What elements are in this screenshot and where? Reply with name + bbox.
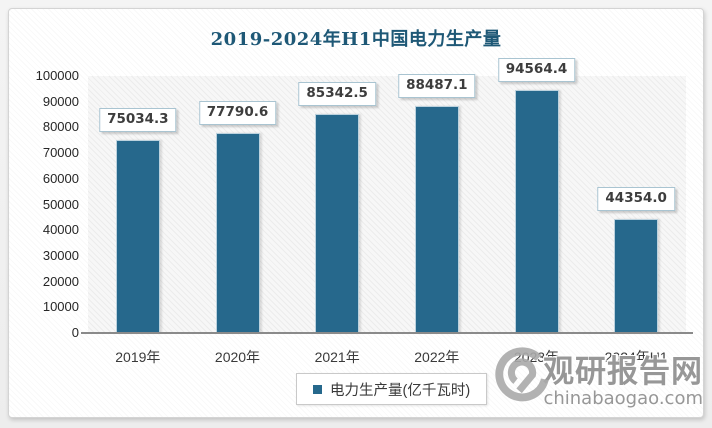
value-label: 88487.1 bbox=[398, 73, 476, 98]
y-tick-label: 70000 bbox=[42, 145, 79, 161]
y-tick-label: 10000 bbox=[42, 299, 79, 315]
x-tick-label: 2024年H1 bbox=[604, 349, 668, 365]
bar-2024年H1 bbox=[614, 219, 659, 333]
value-label: 75034.3 bbox=[99, 108, 177, 133]
bar-2023年 bbox=[514, 89, 559, 333]
y-tick-label: 30000 bbox=[42, 247, 79, 263]
y-tick-label: 60000 bbox=[42, 170, 79, 186]
value-label: 94564.4 bbox=[497, 57, 576, 82]
value-label: 77790.6 bbox=[198, 101, 277, 126]
x-tick-label: 2022年 bbox=[414, 349, 460, 365]
y-tick-label: 20000 bbox=[42, 273, 79, 289]
y-tick-label: 90000 bbox=[42, 93, 79, 109]
value-label: 85342.5 bbox=[298, 81, 376, 106]
x-tick-label: 2020年 bbox=[214, 349, 261, 365]
value-label: 44354.0 bbox=[597, 187, 675, 212]
x-tick-label: 2019年 bbox=[115, 349, 161, 365]
y-tick-label: 80000 bbox=[42, 119, 79, 135]
x-tick-label: 2023年 bbox=[513, 349, 560, 365]
watermark-domain: chinabaogao.com bbox=[543, 388, 703, 410]
bar-2019年 bbox=[115, 140, 160, 333]
legend-marker-icon bbox=[313, 384, 322, 394]
x-tick-label: 2021年 bbox=[314, 349, 360, 365]
y-tick-label: 0 bbox=[71, 325, 79, 340]
bar-2021年 bbox=[315, 113, 360, 333]
chart-card: 2019-2024年H1中国电力生产量 75034.3 77790.6 85342.… bbox=[8, 8, 704, 418]
bar-2020年 bbox=[215, 133, 260, 333]
chart-title: 2019-2024年H1中国电力生产量 bbox=[210, 29, 502, 50]
x-axis-labels: 2019年 2020年 2021年 2022年 2023年 2024年H1 bbox=[88, 347, 686, 367]
y-tick-label: 100000 bbox=[35, 68, 79, 83]
y-tick-label: 50000 bbox=[42, 196, 79, 212]
bar-2022年 bbox=[414, 105, 459, 333]
legend-label: 电力生产量(亿千瓦时) bbox=[330, 382, 471, 399]
plot-area: 75034.3 77790.6 85342.5 88487.1 94564.4 44354… bbox=[88, 57, 686, 333]
legend: 电力生产量(亿千瓦时) bbox=[296, 373, 488, 405]
y-tick-label: 40000 bbox=[42, 222, 79, 238]
x-axis-line bbox=[81, 332, 693, 334]
